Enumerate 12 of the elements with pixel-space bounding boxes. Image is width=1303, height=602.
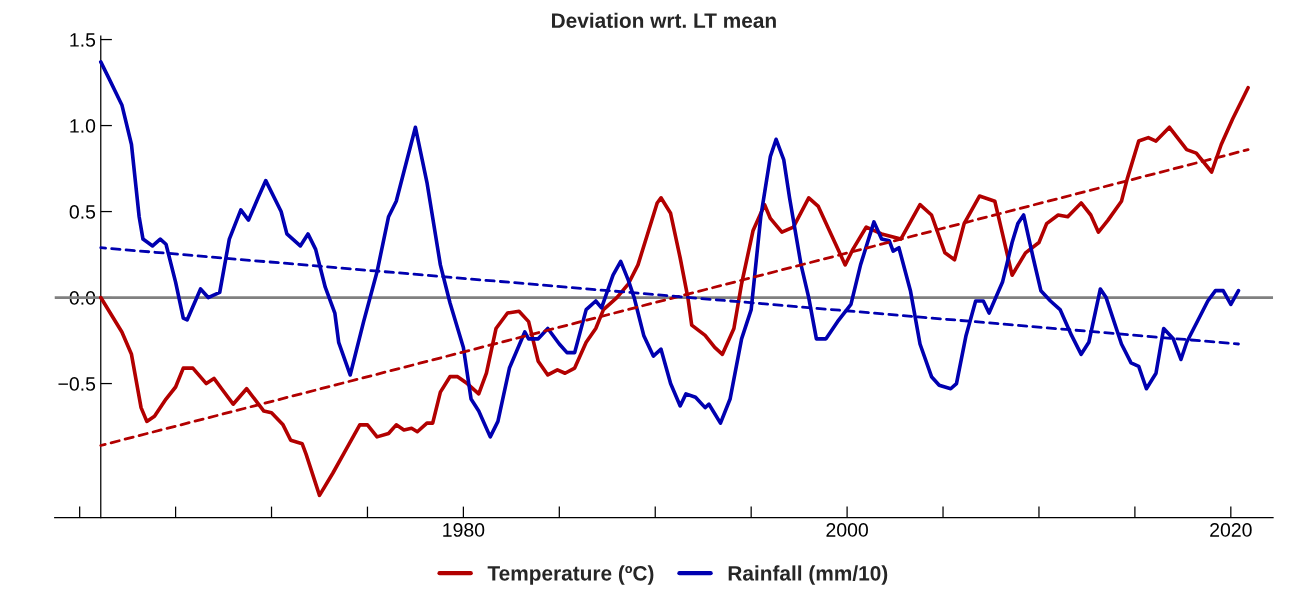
y-tick-label: 1.0 [70, 119, 96, 133]
x-tick-label: 2020 [1210, 523, 1252, 537]
y-tick-label: 0.5 [69, 205, 96, 219]
line-series [98, 60, 1241, 439]
legend-label: Rainfall (mm/10) [728, 565, 888, 585]
line-series [98, 85, 1250, 498]
chart-title: Deviation wrt. LT mean [552, 12, 776, 28]
x-tick-label: 1980 [443, 523, 485, 537]
x-tick-label: 2000 [826, 523, 868, 537]
y-tick-label: 1.5 [70, 33, 96, 47]
y-tick-label: −0.5 [58, 377, 96, 391]
legend-label: Temperature (ºC) [487, 565, 654, 585]
